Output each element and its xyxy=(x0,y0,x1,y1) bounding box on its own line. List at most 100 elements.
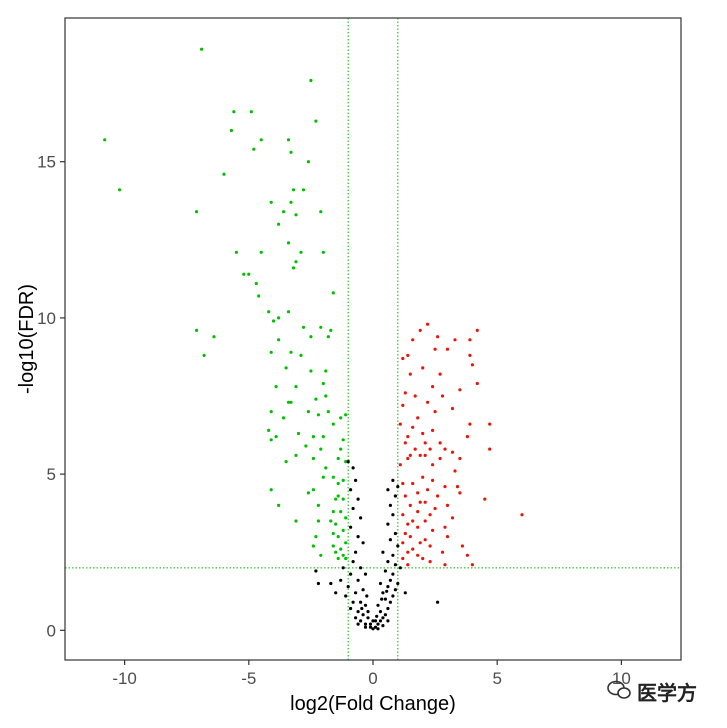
data-point-up xyxy=(411,481,415,486)
data-point-up xyxy=(411,519,415,523)
data-point-not-significant xyxy=(375,614,379,618)
data-point-up xyxy=(411,338,415,342)
x-tick-label: 10 xyxy=(612,669,631,688)
data-point-down xyxy=(311,488,315,492)
data-point-not-significant xyxy=(380,597,384,601)
data-point-down xyxy=(324,369,328,373)
data-point-down xyxy=(314,397,318,401)
data-point-not-significant xyxy=(351,466,355,470)
data-point-down xyxy=(316,503,320,507)
data-point-down xyxy=(324,466,328,470)
data-point-down xyxy=(311,544,315,548)
data-point-down xyxy=(229,128,233,133)
data-point-up xyxy=(431,385,435,389)
data-point-down xyxy=(286,310,291,314)
data-point-not-significant xyxy=(393,563,397,567)
data-point-up xyxy=(403,494,407,498)
data-point-up xyxy=(440,394,445,398)
data-point-not-significant xyxy=(363,603,368,607)
data-point-not-significant xyxy=(376,603,380,607)
data-point-not-significant xyxy=(341,566,345,570)
data-point-down xyxy=(331,291,335,295)
data-point-not-significant xyxy=(359,619,363,623)
data-point-down xyxy=(269,488,273,492)
data-point-not-significant xyxy=(398,566,402,570)
data-point-down xyxy=(291,266,296,270)
data-point-up xyxy=(438,441,442,445)
data-point-down xyxy=(247,272,251,276)
data-point-down xyxy=(331,531,335,536)
data-point-down xyxy=(195,210,199,214)
plot-panel-background xyxy=(65,18,681,660)
data-point-not-significant xyxy=(365,594,369,598)
data-point-up xyxy=(398,422,402,426)
data-point-down xyxy=(339,510,343,514)
data-point-up xyxy=(416,553,420,557)
data-point-up xyxy=(408,453,412,457)
data-point-up xyxy=(406,353,410,357)
data-point-up xyxy=(470,563,474,567)
data-point-not-significant xyxy=(386,488,390,492)
data-point-down xyxy=(341,553,345,557)
data-point-down xyxy=(344,516,348,520)
data-point-not-significant xyxy=(363,572,368,576)
data-point-up xyxy=(431,478,435,482)
data-point-up xyxy=(401,556,405,561)
data-point-up xyxy=(416,510,420,514)
data-point-not-significant xyxy=(363,622,368,626)
y-tick-label: 5 xyxy=(47,465,56,484)
data-point-not-significant xyxy=(436,600,440,604)
data-point-down xyxy=(294,213,298,217)
data-point-not-significant xyxy=(386,522,390,526)
data-point-not-significant xyxy=(349,488,353,492)
data-point-up xyxy=(408,503,412,507)
data-point-up xyxy=(458,491,462,495)
data-point-not-significant xyxy=(349,525,353,529)
data-point-not-significant xyxy=(368,625,373,629)
data-point-down xyxy=(212,335,216,339)
data-point-down xyxy=(344,541,348,545)
data-point-up xyxy=(421,431,425,436)
watermark-text: 医学方 xyxy=(637,681,697,705)
data-point-up xyxy=(418,541,422,545)
data-point-up xyxy=(421,556,425,561)
data-point-down xyxy=(282,416,286,420)
data-point-up xyxy=(450,516,455,520)
data-point-up xyxy=(433,506,437,511)
data-point-down xyxy=(277,503,281,507)
y-axis-ticks: 0 5 10 15 xyxy=(37,153,65,640)
data-point-not-significant xyxy=(373,619,378,623)
data-point-down xyxy=(259,138,263,142)
data-point-down xyxy=(242,272,246,276)
data-point-not-significant xyxy=(344,594,348,598)
data-point-down xyxy=(336,494,340,498)
data-point-not-significant xyxy=(393,494,397,498)
data-point-not-significant xyxy=(388,538,392,542)
data-point-not-significant xyxy=(376,627,380,631)
x-axis-title: log2(Fold Change) xyxy=(290,693,456,715)
data-point-down xyxy=(294,260,298,264)
data-point-up xyxy=(436,494,440,498)
data-point-up xyxy=(421,475,425,479)
data-point-up xyxy=(421,366,425,370)
x-tick-label: 0 xyxy=(368,669,377,688)
data-point-down xyxy=(249,110,253,114)
data-point-down xyxy=(309,335,313,339)
data-point-down xyxy=(257,294,261,298)
data-point-up xyxy=(428,544,432,548)
data-point-down xyxy=(267,310,271,314)
data-point-up xyxy=(455,485,460,489)
data-point-down xyxy=(269,438,273,442)
data-point-down xyxy=(319,325,323,329)
data-point-down xyxy=(309,78,313,83)
data-point-not-significant xyxy=(388,600,392,604)
data-point-up xyxy=(443,485,447,489)
data-point-up xyxy=(458,388,462,392)
data-point-not-significant xyxy=(314,569,318,573)
data-point-not-significant xyxy=(361,613,365,617)
data-point-down xyxy=(267,428,271,432)
data-point-up xyxy=(438,372,442,376)
data-point-up xyxy=(403,441,407,445)
data-point-down xyxy=(282,210,286,214)
